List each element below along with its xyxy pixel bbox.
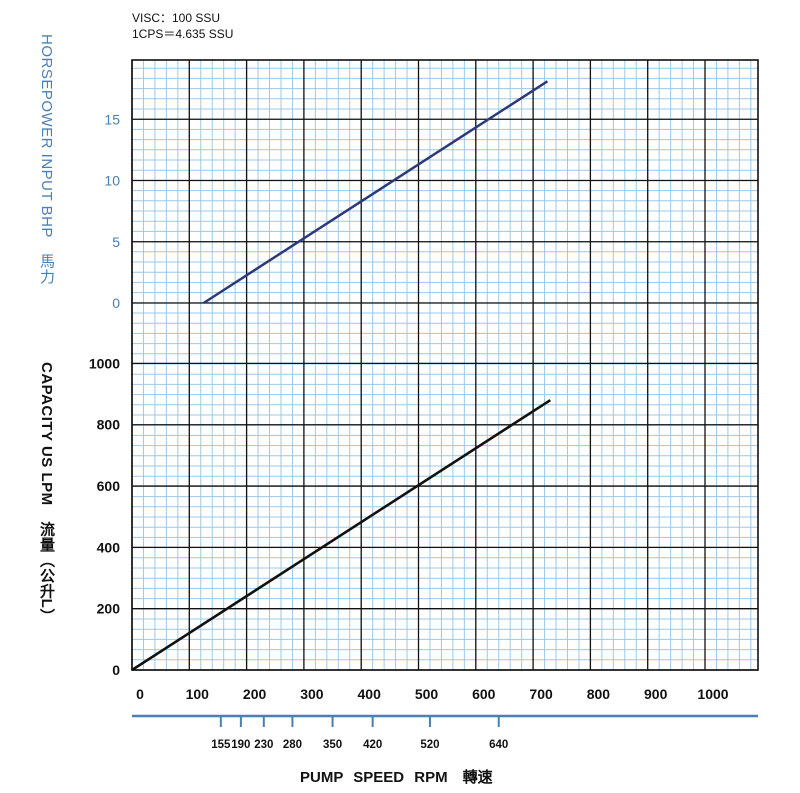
horsepower-tick-label: 10	[104, 173, 120, 189]
rpm-tick-label: 400	[358, 686, 382, 702]
rpm-tick-label: 200	[243, 686, 267, 702]
capacity-axis-label: CAPACITY US LPM 流量（公升L）	[38, 362, 55, 624]
rpm-tick-label: 300	[300, 686, 324, 702]
rpm-tick-label: 500	[415, 686, 439, 702]
capacity-tick-label: 1000	[89, 355, 120, 371]
capacity-tick-label: 0	[112, 662, 120, 678]
viscosity-note: VISC：100 SSU	[132, 11, 221, 25]
pump-speed-tick-label: 190	[231, 739, 250, 751]
horsepower-axis-label: HORSEPOWER INPUT BHP 馬力	[38, 34, 55, 285]
rpm-tick-label: 700	[529, 686, 553, 702]
pump-speed-tick-label: 155	[211, 739, 231, 751]
capacity-tick-label: 800	[97, 417, 121, 433]
capacity-tick-label: 200	[97, 601, 121, 617]
pump-speed-tick-label: 520	[420, 739, 439, 751]
rpm-tick-label: 600	[472, 686, 496, 702]
pump-speed-tick-label: 640	[489, 739, 508, 751]
horsepower-tick-label: 15	[104, 111, 120, 127]
rpm-tick-label: 0	[136, 686, 144, 702]
capacity-tick-label: 600	[97, 478, 121, 494]
rpm-tick-label: 100	[186, 686, 210, 702]
x-axis-title: PUMP SPEED RPM 轉速	[300, 769, 493, 786]
pump-speed-tick-label: 280	[283, 739, 302, 751]
pump-speed-tick-label: 420	[363, 739, 382, 751]
rpm-tick-label: 800	[587, 686, 611, 702]
horsepower-series-line	[202, 80, 549, 305]
rpm-tick-label: 1000	[697, 686, 728, 702]
pump-speed-tick-label: 350	[323, 739, 342, 751]
horsepower-tick-label: 0	[112, 295, 120, 311]
horsepower-tick-label: 5	[112, 234, 120, 250]
plot-frame	[131, 59, 759, 671]
cps-conversion-note: 1CPS＝4.635 SSU	[132, 27, 234, 41]
pump-speed-tick-label: 230	[254, 739, 273, 751]
capacity-tick-label: 400	[97, 539, 121, 555]
capacity-series-line	[131, 399, 551, 672]
rpm-tick-label: 900	[644, 686, 668, 702]
